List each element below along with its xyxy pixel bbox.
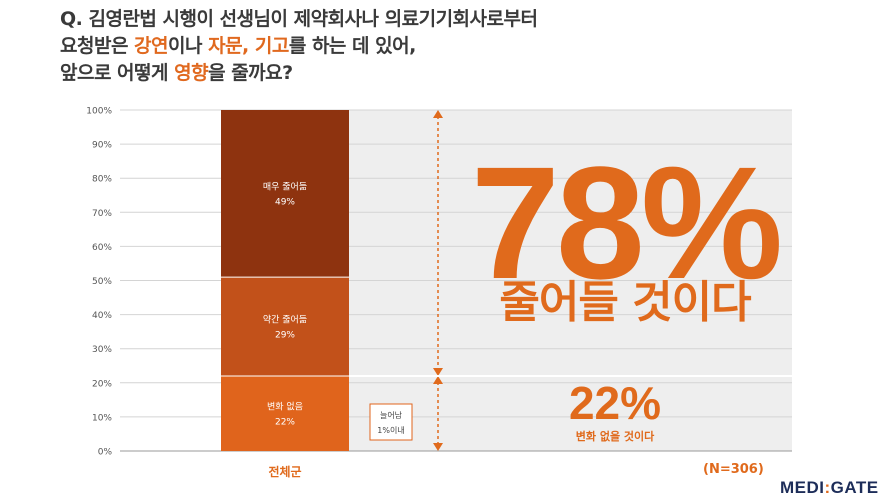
nochange-callout-value: 22% [568,377,662,429]
logo-text: GATE [830,478,879,497]
increase-annotation-label: 늘어남 [380,410,403,420]
y-tick-label: 100% [86,107,112,117]
y-tick-label: 50% [92,277,112,287]
title-highlight: 영향 [174,62,209,84]
increase-annotation-box [369,403,413,441]
decrease-callout-value: 78% [470,133,783,312]
title-text: 이나 [168,35,209,57]
medigate-logo: MEDI:GATE [780,478,879,498]
title-text: 요청받은 [60,35,135,57]
title-line-2: 요청받은 강연이나 자문, 기고를 하는 데 있어, [60,33,820,60]
y-tick-label: 40% [92,311,112,321]
title-text: 를 하는 데 있어, [288,35,416,57]
category-label: 전체군 [268,464,301,479]
y-tick-label: 70% [92,209,112,219]
bar-segment [221,375,349,451]
logo-colon: : [824,478,831,497]
y-tick-label: 90% [92,141,112,151]
y-tick-label: 30% [92,345,112,355]
question-title: Q. 김영란법 시행이 선생님이 제약회사나 의료기기회사로부터 요청받은 강연… [60,6,820,87]
nochange-range-arrow-head-top [433,375,443,384]
logo-text: MEDI [780,478,825,497]
title-line-1: Q. 김영란법 시행이 선생님이 제약회사나 의료기기회사로부터 [60,8,538,30]
segment-value: 49% [275,198,295,208]
title-text: 을 줄까요? [208,62,293,84]
increase-annotation-value: 1%이내 [377,425,404,435]
title-line-3: 앞으로 어떻게 영향을 줄까요? [60,60,820,87]
y-tick-label: 0% [98,448,113,458]
decrease-range-arrow-head-bottom [433,367,443,376]
decrease-callout-text: 줄어들 것이다 [499,277,751,328]
y-tick-label: 80% [92,175,112,185]
bar-segment [221,110,349,278]
sample-size-label: (N=306) [703,462,764,477]
bar-segment [221,277,349,376]
y-tick-label: 10% [92,413,112,423]
title-text: 앞으로 어떻게 [60,62,175,84]
nochange-range-arrow-head-bottom [433,443,443,451]
segment-label: 약간 줄어듦 [263,314,307,326]
decrease-range-arrow-head-top [433,110,443,118]
nochange-callout-text: 변화 없을 것이다 [575,430,655,443]
y-tick-label: 60% [92,243,112,253]
y-tick-label: 20% [92,379,112,389]
segment-value: 22% [275,417,295,427]
title-highlight: 자문, 기고 [208,35,289,57]
title-highlight: 강연 [134,35,169,57]
segment-label: 변화 없음 [267,401,303,412]
segment-label: 매우 줄어듦 [263,182,307,193]
segment-value: 29% [275,331,295,341]
